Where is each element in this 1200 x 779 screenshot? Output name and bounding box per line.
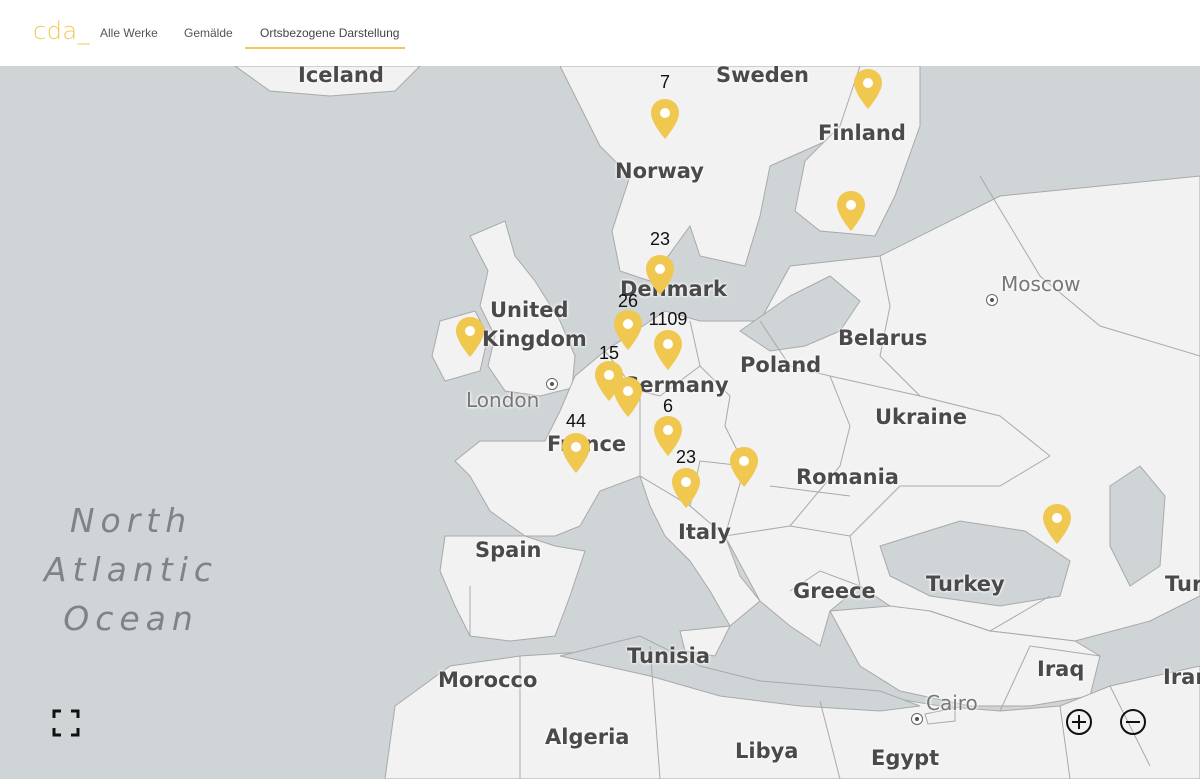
city-label: Moscow [1001,272,1081,296]
basemap [234,66,1200,779]
country-label: Iraq [1037,657,1085,681]
country-label: Greece [793,579,876,603]
active-tab-indicator [245,47,405,49]
marker-count: 44 [565,411,587,431]
country-label: United [490,298,569,322]
nav-gemaelde[interactable]: Gemälde [184,26,233,40]
top-navigation: cda_ Alle Werke Gemälde Ortsbezogene Dar… [0,0,1200,66]
country-label: Belarus [838,326,928,350]
country-label: Norway [615,159,704,183]
country-label: Morocco [438,668,538,692]
location-pin-icon[interactable] [613,309,643,351]
country-label: Italy [678,520,731,544]
country-label: Sweden [716,66,809,87]
location-pin-icon[interactable] [1042,503,1072,545]
nav-alle-werke[interactable]: Alle Werke [100,26,158,40]
location-pin-icon[interactable] [671,467,701,509]
logo[interactable]: cda_ [33,17,91,45]
marker-count: 6 [662,396,674,416]
country-label: Libya [735,739,799,763]
marker-count: 23 [649,229,671,249]
marker-count: 23 [675,447,697,467]
country-label: Egypt [871,746,940,770]
country-label: Finland [818,121,906,145]
country-label: Ukraine [875,405,967,429]
location-pin-icon[interactable] [729,446,759,488]
ocean-label: North Atlantic Ocean [43,501,219,638]
location-pin-icon[interactable] [613,376,643,418]
country-label: Spain [475,538,542,562]
marker-count: 1109 [648,309,688,329]
map-view[interactable]: North Atlantic Ocean Iceland Sweden Finl… [0,66,1200,779]
location-pin-icon[interactable] [836,190,866,232]
country-label: Turkey [926,572,1005,596]
marker-count: 15 [598,343,620,363]
country-label: Iran [1163,665,1200,689]
location-pin-icon[interactable] [455,316,485,358]
country-label: Romania [796,465,899,489]
location-pin-icon[interactable] [561,432,591,474]
city-marker [546,378,558,390]
city-label: London [466,388,540,412]
location-pin-icon[interactable] [653,329,683,371]
location-pin-icon[interactable] [650,98,680,140]
zoom-in-icon[interactable] [1065,708,1093,736]
country-label: Tunisia [627,644,710,668]
marker-count: 26 [617,291,639,311]
city-marker [911,713,923,725]
city-label: Cairo [926,691,978,715]
country-label: Denmark [620,277,727,301]
country-label: Iceland [298,66,384,87]
country-label: Poland [740,353,822,377]
fullscreen-icon[interactable] [52,709,80,737]
country-label: Tur [1165,572,1200,596]
country-label: Algeria [545,725,630,749]
location-pin-icon[interactable] [653,415,683,457]
marker-count: 7 [659,72,671,92]
zoom-out-icon[interactable] [1119,708,1147,736]
city-marker [986,294,998,306]
location-pin-icon[interactable] [645,254,675,296]
location-pin-icon[interactable] [853,68,883,110]
nav-ortsbezogene-darstellung[interactable]: Ortsbezogene Darstellung [260,26,400,40]
country-label: Kingdom [482,327,587,351]
